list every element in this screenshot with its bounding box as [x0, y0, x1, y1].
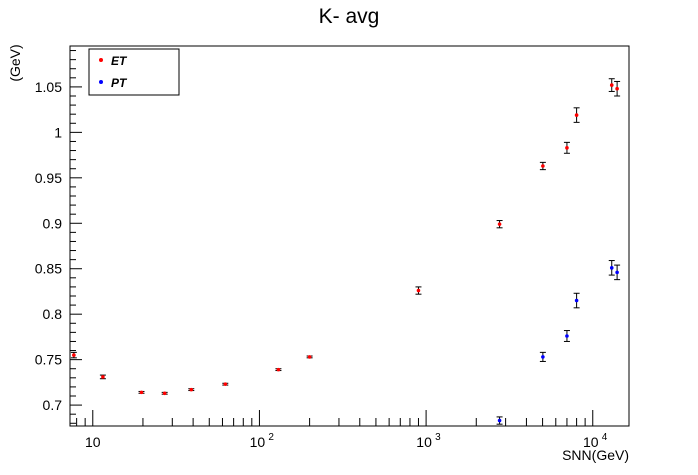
x-tick-label: 10	[85, 434, 101, 450]
y-tick-label: 1.05	[35, 79, 62, 95]
data-point	[101, 375, 105, 379]
data-point	[72, 353, 76, 357]
x-tick-exponent: 2	[268, 432, 274, 443]
series-pt	[496, 260, 621, 425]
data-point	[615, 270, 619, 275]
y-tick-label: 0.7	[43, 397, 63, 413]
y-axis-label: (GeV)	[7, 44, 23, 81]
legend-marker	[99, 58, 103, 62]
data-point	[162, 391, 167, 396]
y-tick-label: 0.95	[35, 170, 62, 186]
y-tick-label: 0.8	[43, 306, 63, 322]
data-point	[416, 288, 421, 293]
x-axis: 10 10 2 10 3 10 4	[76, 410, 608, 450]
data-point	[139, 390, 144, 395]
data-point	[223, 382, 228, 386]
data-point	[615, 86, 619, 91]
x-tick-exponent: 3	[435, 432, 441, 443]
data-point	[541, 355, 545, 359]
data-point	[574, 113, 579, 117]
data-point	[609, 266, 614, 270]
data-point	[497, 418, 502, 423]
data-point	[276, 367, 281, 372]
data-point	[189, 387, 194, 392]
series-et	[70, 78, 621, 396]
plot-frame	[69, 45, 630, 427]
data-point	[609, 83, 614, 87]
x-axis-label: SNN(GeV)	[562, 447, 629, 463]
series-layer	[70, 78, 621, 425]
x-tick-label: 10	[583, 434, 599, 450]
y-tick-label: 0.85	[35, 261, 62, 277]
data-point	[565, 146, 569, 150]
data-point	[541, 164, 545, 168]
x-tick-label: 10	[250, 434, 266, 450]
legend-label: ET	[111, 54, 128, 68]
data-point	[574, 298, 579, 303]
legend-label: PT	[111, 76, 128, 90]
y-tick-label: 0.75	[35, 352, 62, 368]
data-point	[565, 334, 569, 338]
data-point	[497, 222, 502, 226]
x-tick-exponent: 4	[602, 432, 608, 443]
legend-box	[88, 48, 180, 96]
y-tick-label: 0.9	[43, 215, 63, 231]
y-tick-label: 1	[54, 124, 62, 140]
data-point	[307, 355, 312, 359]
chart-title: K- avg	[319, 5, 380, 28]
y-axis: 0.7 0.75 0.8 0.85 0.9 0.95 1 1.05	[35, 50, 82, 424]
x-tick-label: 10	[416, 434, 432, 450]
legend: ET PT	[88, 48, 180, 96]
legend-marker	[99, 80, 103, 84]
